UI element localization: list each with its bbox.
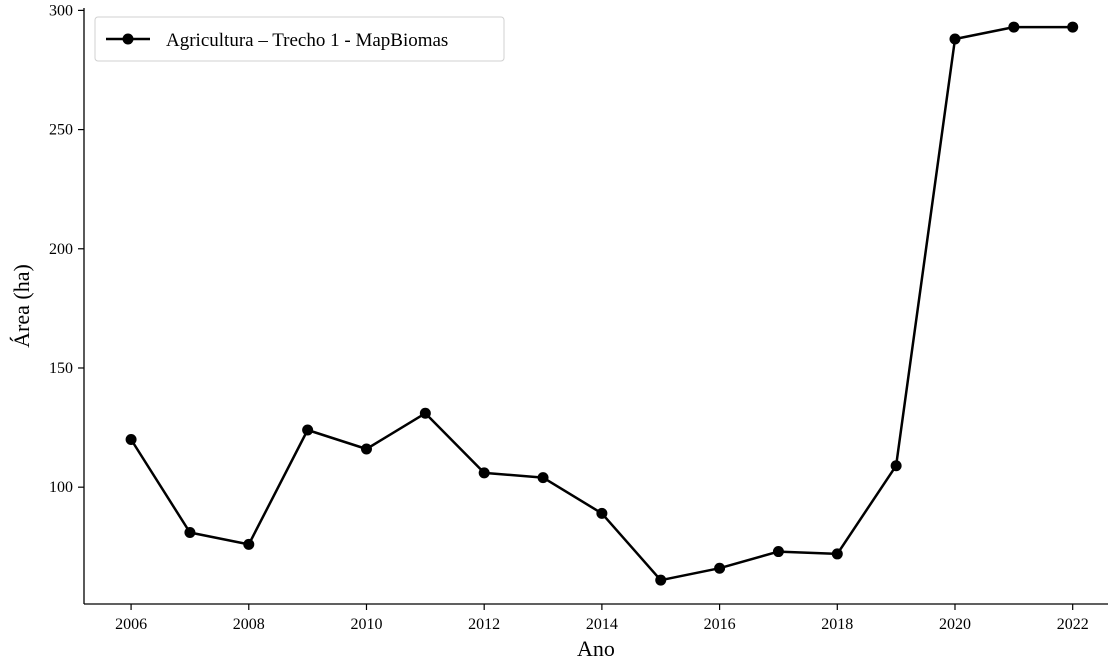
data-point	[125, 434, 137, 446]
x-tick-label: 2014	[586, 616, 618, 633]
data-point	[831, 548, 843, 560]
data-point	[184, 526, 196, 538]
x-axis-title: Ano	[577, 636, 615, 660]
y-tick-label: 150	[49, 360, 73, 377]
x-tick-label: 2016	[704, 616, 736, 633]
x-tick-label: 2012	[468, 616, 500, 633]
data-point	[1067, 21, 1079, 33]
legend-label: Agricultura – Trecho 1 - MapBiomas	[166, 30, 448, 51]
data-point	[478, 467, 490, 479]
y-tick-label: 200	[49, 241, 73, 258]
data-point	[243, 538, 255, 550]
x-tick-label: 2008	[233, 616, 265, 633]
x-tick-label: 2006	[115, 616, 147, 633]
y-tick-label: 300	[49, 2, 73, 19]
x-tick-label: 2020	[939, 616, 971, 633]
data-point	[655, 574, 667, 586]
data-point	[302, 424, 314, 436]
x-tick-label: 2018	[821, 616, 853, 633]
plot-area	[125, 21, 1079, 586]
x-tick-label: 2022	[1057, 616, 1089, 633]
data-point	[360, 443, 372, 455]
data-point	[419, 407, 431, 419]
y-axis-ticks: 100 150 200 250 300	[49, 2, 84, 496]
y-axis-title: Área (ha)	[9, 264, 34, 348]
data-point	[1008, 21, 1020, 33]
series-line	[130, 25, 1073, 582]
axes	[83, 8, 1108, 605]
y-tick-label: 100	[49, 479, 73, 496]
x-tick-label: 2010	[350, 616, 382, 633]
x-axis-ticks: 2006 2008 2010 2012 2014 2016 2018 2020 2022	[115, 604, 1089, 633]
data-point	[537, 472, 549, 484]
y-tick-label: 250	[49, 122, 73, 139]
data-point	[596, 507, 608, 519]
data-point	[714, 562, 726, 574]
legend-marker	[122, 33, 134, 45]
legend: Agricultura – Trecho 1 - MapBiomas	[94, 16, 505, 62]
data-point	[890, 460, 902, 472]
legend-box	[94, 16, 505, 62]
data-point	[772, 546, 784, 558]
data-point	[949, 33, 961, 45]
